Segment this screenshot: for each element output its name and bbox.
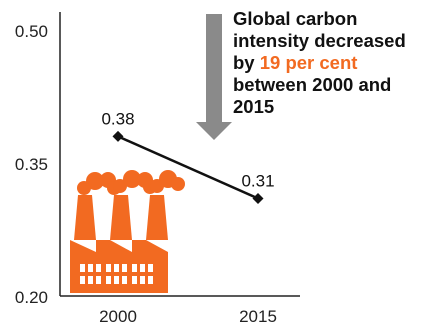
x-tick-label-2015: 2015: [239, 307, 277, 326]
data-label-2000: 0.38: [101, 109, 134, 128]
headline-annotation: Global carbon intensity decreased by 19 …: [233, 8, 429, 118]
down-arrow-icon: [196, 14, 232, 140]
factory-windows: [80, 264, 153, 284]
data-point-2000: [112, 130, 124, 142]
y-tick-label-bottom: 0.20: [15, 288, 48, 307]
y-tick-label-top: 0.50: [15, 22, 48, 41]
headline-text-before: Global carbon intensity decreased by: [233, 8, 406, 73]
factory-icon: [70, 170, 185, 293]
y-tick-label-middle: 0.35: [15, 155, 48, 174]
series-line: [117, 135, 259, 200]
headline-highlight: 19 per cent: [259, 52, 358, 73]
headline-text-after: between 2000 and 2015: [233, 74, 392, 117]
data-point-2015: [252, 192, 264, 204]
data-label-2015: 0.31: [241, 171, 274, 190]
x-tick-label-2000: 2000: [99, 307, 137, 326]
